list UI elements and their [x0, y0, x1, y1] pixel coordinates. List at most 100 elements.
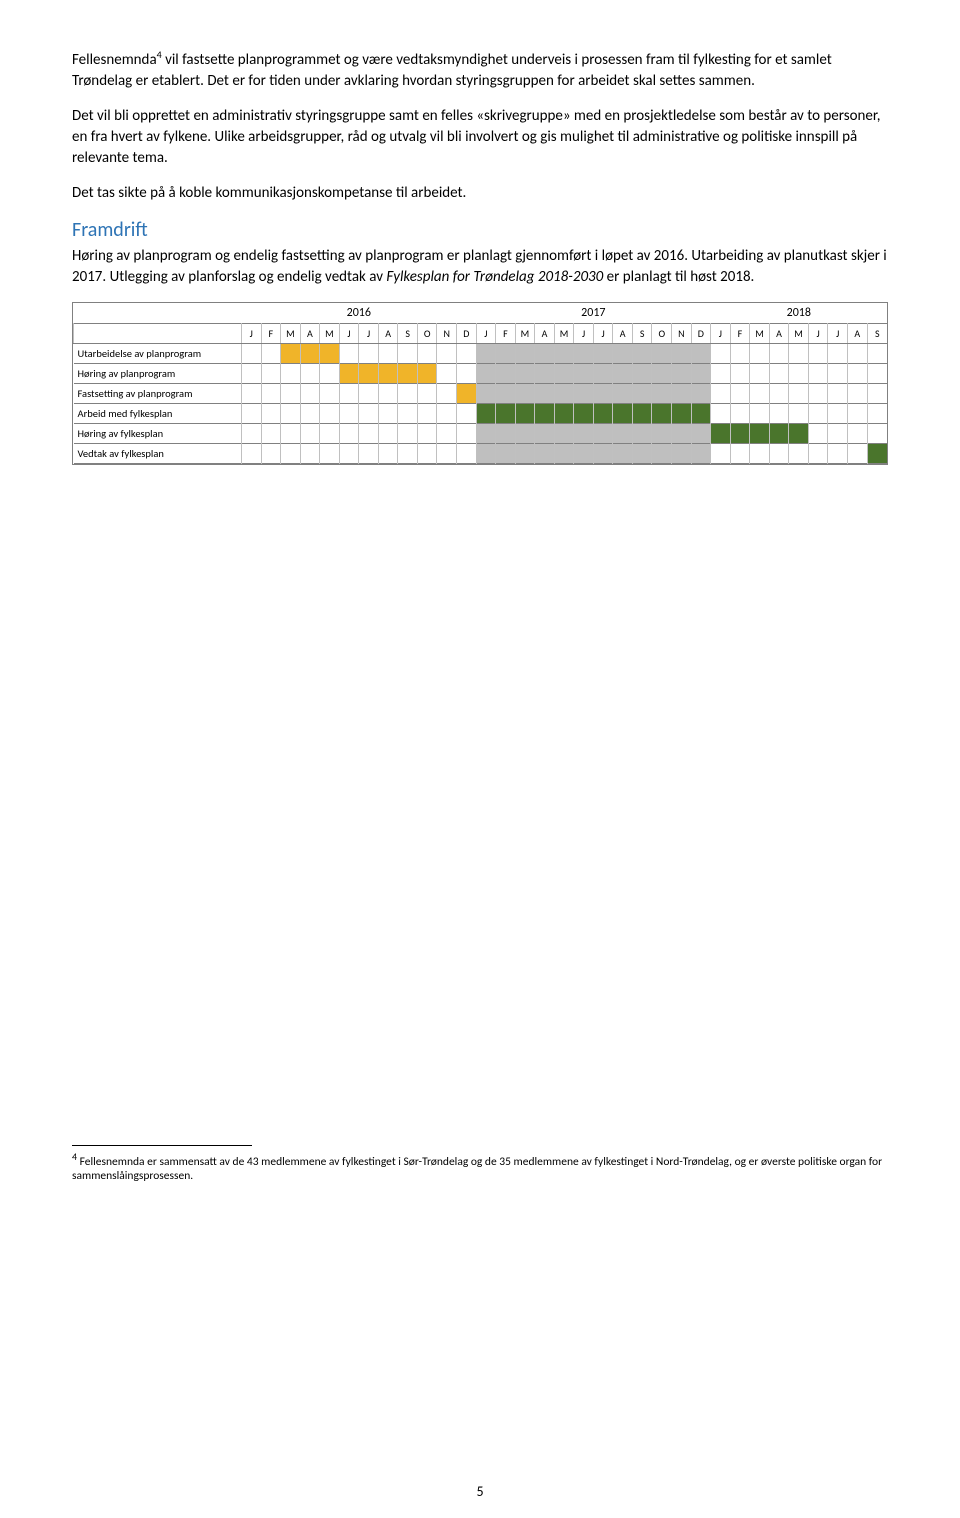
gantt-cell [672, 343, 692, 363]
gantt-cell [691, 363, 711, 383]
gantt-month: A [378, 323, 398, 343]
gantt-cell [554, 383, 574, 403]
heading-framdrift: Framdrift [72, 218, 888, 242]
gantt-cell [261, 423, 281, 443]
gantt-cell [320, 363, 340, 383]
gantt-cell [437, 363, 457, 383]
gantt-month: S [632, 323, 652, 343]
gantt-month: D [691, 323, 711, 343]
gantt-cell [496, 403, 516, 423]
gantt-cell [847, 443, 867, 463]
gantt-cell [574, 363, 594, 383]
gantt-cell [417, 383, 437, 403]
gantt-cell [476, 343, 496, 363]
gantt-cell [476, 443, 496, 463]
p4-b: er planlagt til høst 2018. [603, 268, 754, 286]
gantt-cell [378, 423, 398, 443]
gantt-cell [828, 383, 848, 403]
gantt-cell [437, 423, 457, 443]
gantt-cell [711, 403, 731, 423]
gantt-month: A [300, 323, 320, 343]
gantt-cell [613, 363, 633, 383]
gantt-month: F [261, 323, 281, 343]
gantt-month: J [339, 323, 359, 343]
gantt-cell [320, 343, 340, 363]
gantt-cell [515, 343, 535, 363]
gantt-cell [261, 403, 281, 423]
gantt-cell [242, 363, 262, 383]
gantt-month: O [417, 323, 437, 343]
gantt-cell [574, 383, 594, 403]
gantt-cell [437, 383, 457, 403]
gantt-cell [359, 423, 379, 443]
gantt-cell [769, 403, 789, 423]
gantt-cell [808, 343, 828, 363]
gantt-cell [320, 383, 340, 403]
gantt-cell [730, 403, 750, 423]
gantt-cell [632, 423, 652, 443]
gantt-cell [437, 343, 457, 363]
gantt-cell [828, 363, 848, 383]
gantt-cell [769, 443, 789, 463]
gantt-cell [750, 363, 770, 383]
gantt-cell [515, 423, 535, 443]
gantt-cell [847, 343, 867, 363]
gantt-cell [476, 363, 496, 383]
gantt-cell [808, 423, 828, 443]
gantt-cell [359, 343, 379, 363]
gantt-cell [476, 423, 496, 443]
gantt-cell [417, 363, 437, 383]
gantt-cell [300, 363, 320, 383]
gantt-cell [515, 403, 535, 423]
gantt-cell [769, 423, 789, 443]
gantt-cell [457, 403, 477, 423]
gantt-cell [398, 383, 418, 403]
gantt-cell [593, 383, 613, 403]
gantt-cell [339, 423, 359, 443]
gantt-cell [750, 403, 770, 423]
gantt-cell [496, 443, 516, 463]
gantt-cell [847, 363, 867, 383]
gantt-cell [339, 443, 359, 463]
gantt-month: J [574, 323, 594, 343]
gantt-cell [261, 443, 281, 463]
gantt-month: J [359, 323, 379, 343]
gantt-cell [769, 343, 789, 363]
gantt-cell [476, 383, 496, 403]
gantt-row-label: Vedtak av fylkesplan [74, 443, 242, 463]
gantt-cell [339, 383, 359, 403]
gantt-cell [613, 423, 633, 443]
gantt-cell [711, 383, 731, 403]
gantt-cell [535, 423, 555, 443]
gantt-cell [437, 443, 457, 463]
gantt-cell [672, 423, 692, 443]
gantt-cell [378, 343, 398, 363]
gantt-cell [281, 343, 301, 363]
gantt-cell [613, 443, 633, 463]
gantt-cell [535, 343, 555, 363]
gantt-cell [652, 363, 672, 383]
gantt-cell [359, 403, 379, 423]
gantt-cell [398, 423, 418, 443]
gantt-cell [339, 343, 359, 363]
gantt-row-label: Utarbeidelse av planprogram [74, 343, 242, 363]
gantt-cell [730, 363, 750, 383]
gantt-cell [867, 443, 887, 463]
gantt-cell [535, 443, 555, 463]
gantt-cell [828, 443, 848, 463]
gantt-year: 2016 [242, 303, 477, 323]
gantt-month: F [496, 323, 516, 343]
gantt-cell [515, 443, 535, 463]
gantt-cell [789, 383, 809, 403]
gantt-cell [554, 423, 574, 443]
gantt-month: A [769, 323, 789, 343]
gantt-cell [535, 383, 555, 403]
gantt-cell [750, 343, 770, 363]
gantt-cell [593, 343, 613, 363]
gantt-cell [593, 443, 613, 463]
gantt-cell [828, 343, 848, 363]
gantt-month: A [847, 323, 867, 343]
gantt-cell [378, 383, 398, 403]
gantt-cell [339, 403, 359, 423]
gantt-cell [652, 383, 672, 403]
